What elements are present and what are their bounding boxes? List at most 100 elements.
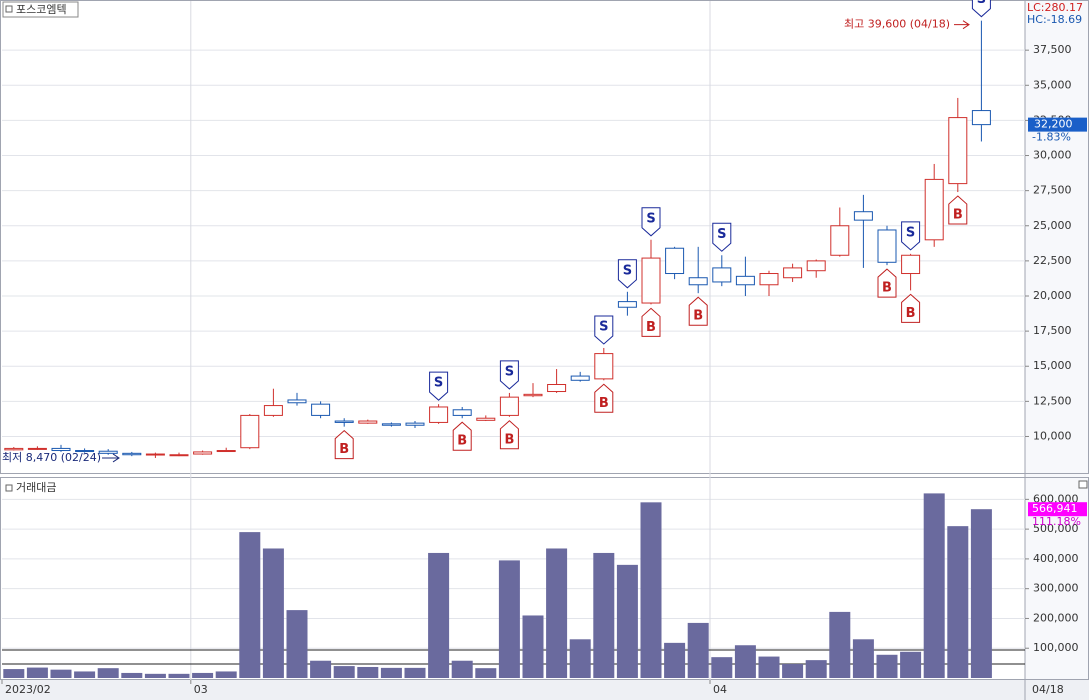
x-tick-label: 04 xyxy=(713,683,727,696)
y-tick-label: 12,500 xyxy=(1033,394,1072,407)
y-tick-label: 15,000 xyxy=(1033,359,1072,372)
volume-bar xyxy=(74,671,96,678)
high-arrow xyxy=(954,20,970,30)
candle-body xyxy=(735,275,755,286)
sell-signal xyxy=(594,315,614,345)
candle-body xyxy=(476,417,496,421)
title-icon xyxy=(5,5,13,13)
panel-button[interactable] xyxy=(1078,480,1088,489)
candle-body xyxy=(169,454,189,457)
buy-signal xyxy=(688,296,708,326)
candle-body xyxy=(499,396,519,416)
volume-bar xyxy=(782,664,804,678)
candle-body xyxy=(712,267,732,283)
volume-bar xyxy=(711,657,733,678)
title-box xyxy=(2,1,79,18)
candle-body xyxy=(877,229,897,263)
volume-bar xyxy=(3,669,25,678)
sell-signal-label: S xyxy=(977,0,986,7)
candle-body xyxy=(311,403,331,416)
y-tick-label: 35,000 xyxy=(1033,78,1072,91)
y-tick-label: 10,000 xyxy=(1033,429,1072,442)
volume-bar xyxy=(144,673,166,678)
y-tick-label: 20,000 xyxy=(1033,289,1072,302)
panel-title: 거래대금 xyxy=(16,481,56,494)
candle-body xyxy=(334,420,354,423)
lc-label: LC:280.17 xyxy=(1027,1,1083,14)
sell-signal-label: S xyxy=(906,225,915,240)
volume-bar xyxy=(380,667,402,678)
panel-title: 포스코엠텍 xyxy=(16,3,67,16)
buy-signal-label: B xyxy=(953,208,963,223)
buy-signal-label: B xyxy=(457,434,467,449)
candle-body xyxy=(594,353,614,380)
sell-signal-label: S xyxy=(646,211,655,226)
candle-body xyxy=(263,405,283,416)
candle-body xyxy=(641,257,661,304)
volume-bar xyxy=(734,645,756,678)
volume-bar xyxy=(428,552,450,678)
volume-bar xyxy=(569,639,591,678)
candle-body xyxy=(924,178,944,241)
candle-body xyxy=(405,422,425,426)
sell-signal xyxy=(901,221,921,251)
sell-signal-label: S xyxy=(434,376,443,391)
volume-bar xyxy=(168,673,190,678)
volume-bar xyxy=(451,660,473,678)
volume-bar xyxy=(947,526,969,678)
y-tick-label: 200,000 xyxy=(1033,611,1079,624)
buy-signal xyxy=(641,307,661,337)
candle-body xyxy=(51,447,71,452)
candle-body xyxy=(27,447,47,450)
candle-body xyxy=(971,110,991,126)
y-tick-label: 300,000 xyxy=(1033,582,1079,595)
candle-body xyxy=(381,423,401,426)
candle-body xyxy=(287,399,307,404)
y-tick-label: 25,000 xyxy=(1033,219,1072,232)
volume-bar xyxy=(923,493,945,678)
buy-signal-label: B xyxy=(599,396,609,411)
volume-bar xyxy=(475,668,497,678)
candle-body xyxy=(523,393,543,397)
y-tick-label: 17,500 xyxy=(1033,324,1072,337)
change-label: -1.83% xyxy=(1032,131,1071,144)
candle-body xyxy=(901,254,921,275)
candle-body xyxy=(98,450,118,454)
volume-bar xyxy=(50,669,72,678)
y-tick-label: 500,000 xyxy=(1033,522,1079,535)
high-label: 최고 39,600 (04/18) xyxy=(844,18,950,31)
y-tick-label: 600,000 xyxy=(1033,492,1079,505)
candle-body xyxy=(4,447,24,451)
buy-signal xyxy=(948,195,968,225)
last-volume-label: 566,941 xyxy=(1032,502,1078,515)
volume-bar xyxy=(498,560,520,678)
sell-signal-label: S xyxy=(505,364,514,379)
buy-signal xyxy=(334,429,354,460)
sell-signal-label: S xyxy=(717,227,726,242)
candle-body xyxy=(759,273,779,286)
low-arrow xyxy=(102,453,120,463)
x-tick-label: 03 xyxy=(194,683,208,696)
volume-bar xyxy=(522,615,544,678)
volume-bar xyxy=(546,548,568,678)
buy-signal-label: B xyxy=(693,309,703,324)
sell-signal xyxy=(617,259,637,289)
x-tick-label: 04/18 xyxy=(1032,683,1064,696)
volume-bar xyxy=(664,642,686,678)
buy-signal xyxy=(452,421,472,451)
volume-bar xyxy=(805,660,827,678)
buy-signal xyxy=(901,293,921,323)
sell-signal-label: S xyxy=(623,263,632,278)
sell-signal-label: S xyxy=(599,319,608,334)
volume-bar xyxy=(593,552,615,678)
candle-body xyxy=(75,450,95,453)
candle-body xyxy=(948,117,968,185)
candle-body xyxy=(216,450,236,453)
volume-bar xyxy=(970,509,992,678)
date-axis-area xyxy=(0,680,1089,700)
volume-bar xyxy=(26,667,48,678)
volume-bar xyxy=(640,502,662,678)
volume-bar xyxy=(357,666,379,678)
